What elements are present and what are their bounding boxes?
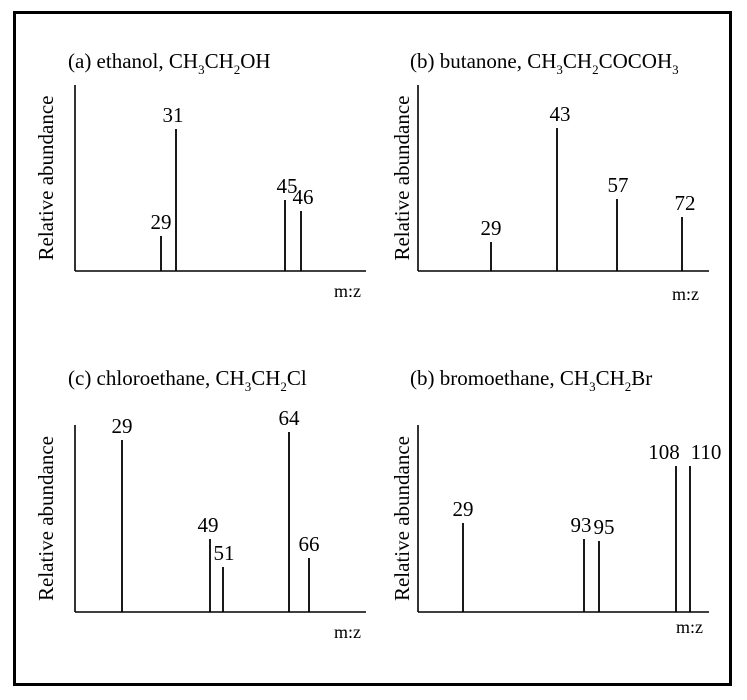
peak-label: 95 [594,515,615,539]
formula-text: COCOH [599,49,673,73]
formula-text: CH [169,49,198,73]
figure-frame [13,11,732,686]
peak-label: 29 [453,497,474,521]
panel-title-name: (c) chloroethane, [68,366,216,390]
formula-text: CH [527,49,556,73]
peak-label: 45 [277,174,298,198]
x-axis-label: m:z [334,281,361,301]
formula-text: Cl [287,366,307,390]
formula-subscript: 2 [592,62,599,77]
peak-label: 66 [299,532,320,556]
y-axis-label: Relative abundance [34,436,58,601]
peak-label: 64 [279,406,301,430]
formula-subscript: 3 [198,62,205,77]
panel-title-name: (b) bromoethane, [410,366,560,390]
x-axis-label: m:z [676,617,703,637]
formula-subscript: 3 [672,62,679,77]
formula-subscript: 2 [234,62,241,77]
formula-subscript: 3 [245,379,252,394]
formula-subscript: 3 [589,379,596,394]
formula-text: CH [205,49,234,73]
formula-text: CH [251,366,280,390]
peak-label: 93 [571,513,592,537]
y-axis-label: Relative abundance [390,95,414,260]
peak-label: 51 [214,541,235,565]
peak-label: 43 [550,102,571,126]
formula-subscript: 3 [556,62,563,77]
formula-text: Br [631,366,652,390]
formula-subscript: 2 [280,379,287,394]
peak-label: 29 [112,414,133,438]
formula-text: OH [240,49,270,73]
peak-label: 72 [675,191,696,215]
panel-title: (c) chloroethane, CH3CH2Cl [68,366,307,394]
peak-label: 29 [481,216,502,240]
panel-title-name: (b) butanone, [410,49,527,73]
peak-label: 57 [608,173,629,197]
y-axis-label: Relative abundance [390,436,414,601]
peak-label: 31 [163,103,184,127]
formula-subscript: 2 [625,379,632,394]
y-axis-label: Relative abundance [34,95,58,260]
panel-title: (b) butanone, CH3CH2COCOH3 [410,49,679,77]
peak-label: 49 [198,513,219,537]
peak-label: 29 [151,210,172,234]
peak-label: 46 [293,185,314,209]
formula-text: CH [596,366,625,390]
panel-title: (b) bromoethane, CH3CH2Br [410,366,652,394]
panel-title-name: (a) ethanol, [68,49,169,73]
peak-label: 108 [648,440,680,464]
x-axis-label: m:z [334,622,361,642]
peak-label: 110 [691,440,722,464]
x-axis-label: m:z [672,284,699,304]
formula-text: CH [563,49,592,73]
panel-title: (a) ethanol, CH3CH2OH [68,49,271,77]
formula-text: CH [216,366,245,390]
formula-text: CH [560,366,589,390]
